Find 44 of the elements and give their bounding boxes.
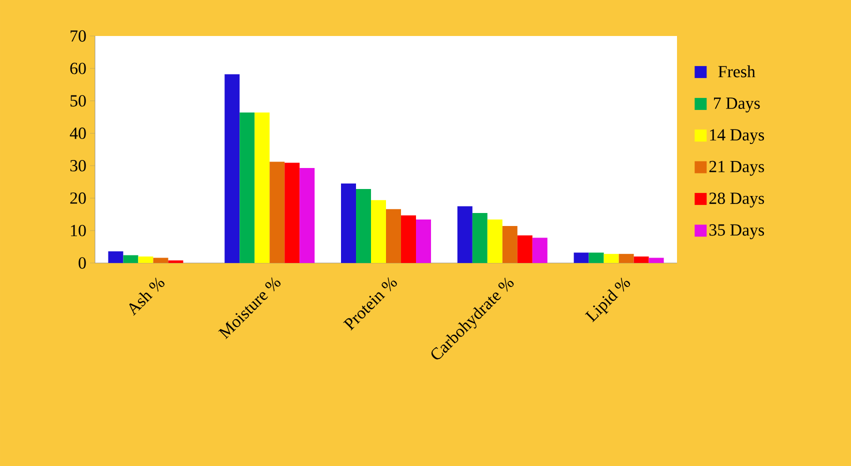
bar [270, 162, 285, 263]
legend-label: Fresh [718, 65, 756, 78]
bar [300, 168, 315, 263]
bar [648, 258, 664, 263]
bar [604, 254, 619, 263]
bar [472, 213, 488, 263]
bar [401, 215, 416, 263]
y-tick-label: 10 [71, 224, 86, 236]
y-tick-label: 40 [70, 128, 86, 139]
legend-label: 35 Days [709, 224, 764, 240]
bar [574, 252, 589, 263]
legend-label: 28 Days [709, 192, 764, 208]
bar [634, 256, 649, 263]
y-tick-label: 50 [70, 95, 86, 107]
bar [457, 206, 472, 263]
bar [386, 209, 402, 263]
y-tick-label: 0 [78, 257, 86, 269]
y-tick-label: 30 [70, 160, 86, 172]
bar [341, 184, 356, 263]
bar [502, 226, 518, 263]
bar [532, 238, 548, 263]
y-tick-label: 60 [70, 62, 86, 74]
bar [240, 112, 255, 263]
bar [284, 162, 300, 263]
bar [416, 220, 432, 263]
bar [153, 258, 168, 263]
x-tick-label: Ash % [129, 278, 164, 316]
bar [168, 260, 184, 263]
bar [517, 235, 532, 263]
bar [254, 112, 270, 263]
bar [371, 200, 386, 263]
bar [588, 252, 604, 263]
legend-label: 14 Days [710, 129, 764, 144]
legend-label: 7 Days [714, 98, 760, 112]
bar [138, 256, 154, 263]
legend-label: 21 Days [709, 160, 764, 176]
bar [224, 74, 240, 263]
y-tick-label: 20 [70, 192, 86, 204]
bar [487, 220, 502, 263]
bar [108, 251, 124, 263]
y-tick-label: 70 [70, 30, 86, 42]
bar [123, 255, 138, 263]
bar [618, 254, 634, 263]
bar [356, 189, 372, 263]
